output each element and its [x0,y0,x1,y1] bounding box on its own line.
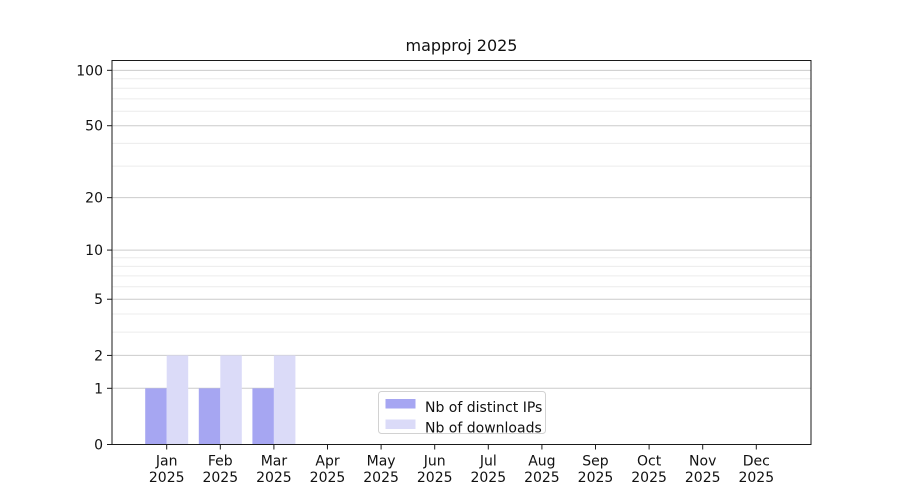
x-tick-label-month: Jul [479,454,497,470]
x-tick-label-year: 2025 [738,470,774,486]
x-tick-label-month: Nov [689,454,716,470]
x-tick-label-year: 2025 [202,470,238,486]
minor-gridlines [112,78,811,333]
x-tick-label-month: Mar [261,454,288,470]
x-tick-label-month: Feb [208,454,233,470]
bar-distinct-ips [252,388,274,445]
y-tick-label: 50 [85,119,103,135]
bar-distinct-ips [145,388,167,445]
y-tick-label: 100 [76,63,103,79]
major-gridlines [112,69,811,389]
bar-downloads [220,355,242,445]
legend-label-downloads: Nb of downloads [425,421,542,437]
x-tick-label-year: 2025 [417,470,453,486]
x-tick-label-month: Oct [637,454,662,470]
y-tick-label: 0 [94,438,103,454]
x-tick-label-month: May [367,454,396,470]
x-tick-label-year: 2025 [578,470,614,486]
x-axis-ticks: Jan2025Feb2025Mar2025Apr2025May2025Jun20… [149,444,774,486]
y-tick-label: 20 [85,191,103,207]
bar-downloads [273,355,296,445]
x-tick-label-month: Apr [315,454,339,470]
x-tick-label-month: Dec [743,454,770,470]
x-tick-label-year: 2025 [363,470,399,486]
x-tick-label-month: Jun [423,454,446,470]
y-tick-label: 1 [94,381,103,397]
y-tick-label: 2 [94,348,103,364]
x-tick-label-year: 2025 [256,470,292,486]
y-axis-ticks: 0 1 2 5 10 20 50 100 [76,63,112,454]
legend-swatch-distinct-ips [385,399,416,409]
plot-border [111,60,812,445]
x-tick-label-month: Aug [528,454,555,470]
x-tick-label-month: Jan [155,454,178,470]
x-tick-label-year: 2025 [149,470,185,486]
y-tick-label: 5 [94,292,103,308]
legend-label-distinct-ips: Nb of distinct IPs [425,400,542,416]
x-tick-label-year: 2025 [685,470,721,486]
legend: Nb of distinct IPs Nb of downloads [378,391,546,437]
legend-swatch-downloads [385,419,416,429]
x-tick-label-year: 2025 [470,470,506,486]
x-tick-label-month: Sep [582,454,609,470]
y-tick-label: 10 [85,243,103,259]
bar-distinct-ips [198,388,221,445]
x-tick-label-year: 2025 [631,470,667,486]
bar-series [145,355,296,445]
chart-title: mapproj 2025 [406,36,518,55]
x-tick-label-year: 2025 [524,470,560,486]
legend-box [378,391,546,434]
bar-downloads [166,355,189,445]
x-tick-label-year: 2025 [310,470,346,486]
